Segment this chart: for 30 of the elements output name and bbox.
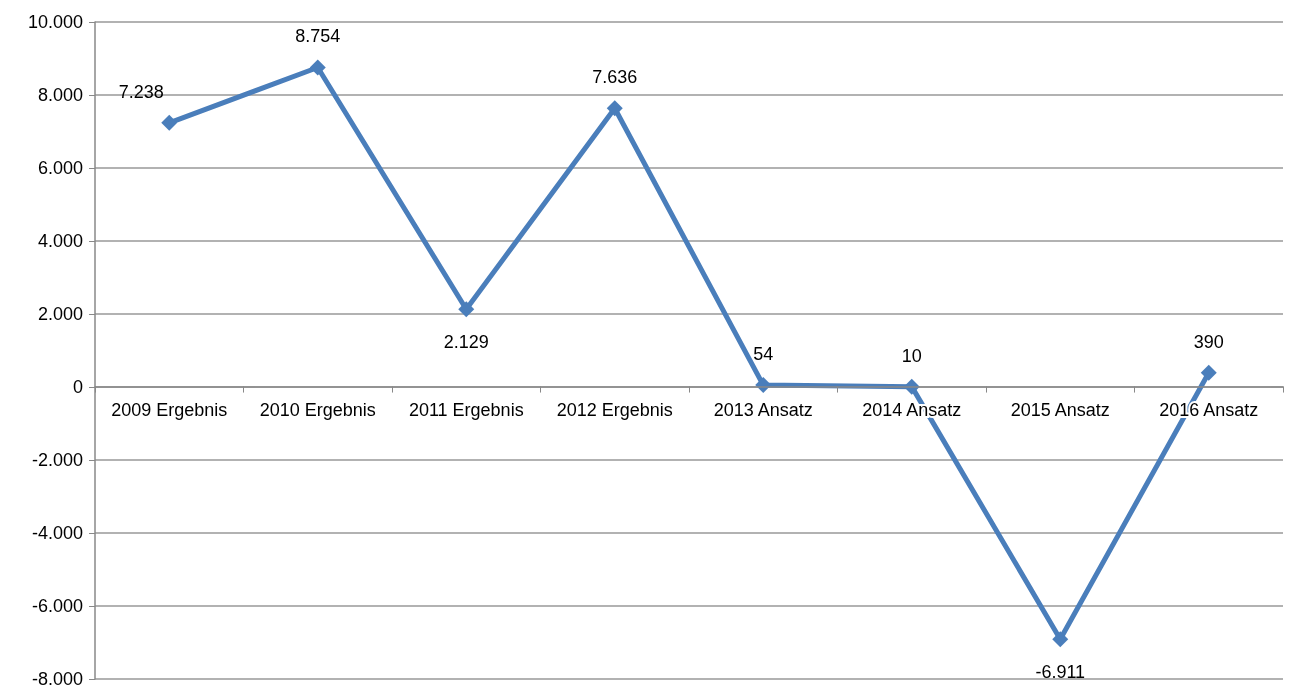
y-tick-label: -2.000 [31, 450, 83, 470]
x-tick-label: 2012 Ergebnis [556, 399, 673, 420]
y-tick-label: 6.000 [37, 158, 83, 178]
point [1052, 631, 1069, 648]
y-tick-label: 8.000 [37, 85, 83, 105]
y-tick-label: 2.000 [37, 304, 83, 324]
data-label: 54 [753, 344, 774, 365]
point [1200, 364, 1217, 381]
data-label: 390 [1193, 331, 1224, 352]
x-tick-label: 2010 Ergebnis [259, 399, 376, 420]
data-label: 2.129 [443, 332, 489, 353]
data-label: -6.911 [1035, 662, 1086, 683]
point [309, 59, 326, 76]
x-tick-label: 2015 Ansatz [1010, 399, 1110, 420]
y-tick-label: -8.000 [31, 669, 83, 688]
y-tick-label: -6.000 [31, 596, 83, 616]
point [458, 301, 475, 318]
x-tick-label: 2009 Ergebnis [111, 399, 228, 420]
y-tick-label: 0 [72, 377, 83, 397]
y-tick-label: 4.000 [37, 231, 83, 251]
x-tick-label: 2011 Ergebnis [408, 399, 524, 420]
x-tick-label: 2013 Ansatz [713, 399, 813, 420]
data-label: 8.754 [295, 26, 341, 47]
point [161, 114, 178, 131]
y-tick-label: 10.000 [27, 12, 83, 32]
data-label: 10 [901, 345, 922, 366]
data-label: 7.238 [118, 81, 164, 102]
y-tick-label: -4.000 [31, 523, 83, 543]
data-label: 7.636 [592, 67, 638, 88]
point [606, 100, 623, 117]
